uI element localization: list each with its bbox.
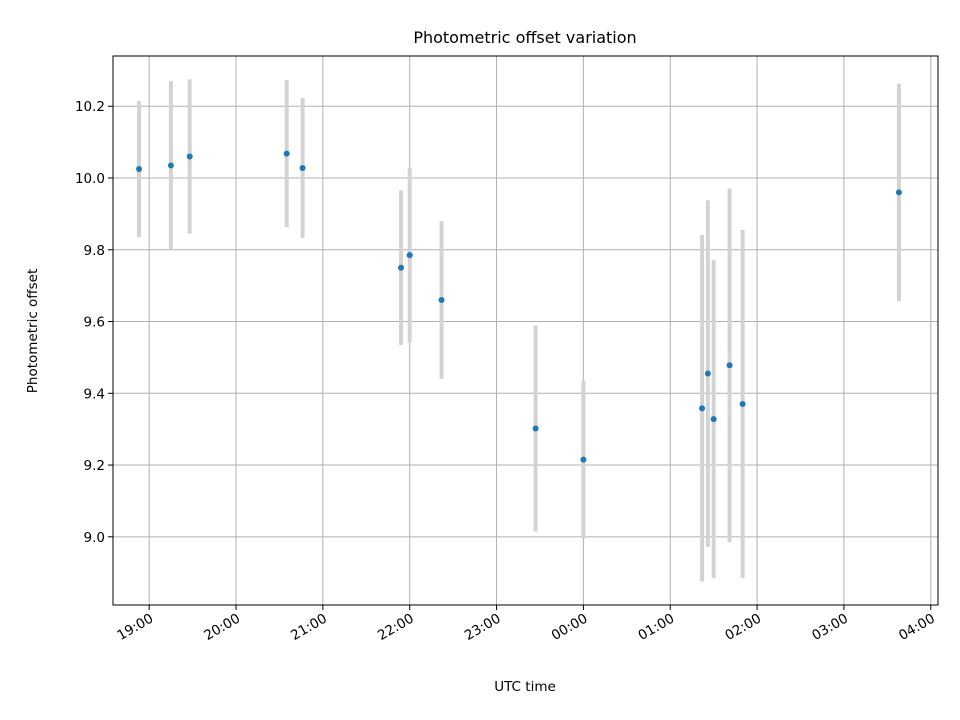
data-point <box>136 166 143 173</box>
y-tick-label: 9.4 <box>84 386 105 402</box>
y-axis-label: Photometric offset <box>25 269 41 393</box>
data-point <box>283 150 290 157</box>
data-point <box>580 456 587 463</box>
marker-layer <box>136 150 902 463</box>
y-tick-label: 9.2 <box>84 458 105 474</box>
plot-frame <box>112 55 939 606</box>
data-point <box>438 297 445 303</box>
data-point <box>704 370 711 377</box>
data-point <box>398 264 405 271</box>
chart-title: Photometric offset variation <box>413 28 636 47</box>
y-tick-label: 10.0 <box>75 171 105 187</box>
grid-layer <box>113 56 938 605</box>
data-point <box>699 405 706 412</box>
data-point <box>895 189 902 196</box>
data-point <box>726 362 733 369</box>
y-tick-label: 9.0 <box>84 530 105 546</box>
data-point <box>739 401 746 408</box>
data-point <box>710 416 717 423</box>
y-tick-label: 9.6 <box>84 315 105 331</box>
data-point <box>299 164 306 171</box>
data-point <box>186 153 193 160</box>
x-axis-label: UTC time <box>494 679 556 695</box>
data-point <box>167 162 174 169</box>
y-tick-layer: 9.0 9.2 9.4 9.6 9.8 10.0 10.2 <box>75 99 113 546</box>
y-tick-label: 9.8 <box>84 243 105 259</box>
data-point <box>532 425 539 432</box>
y-tick-label: 10.2 <box>75 99 105 115</box>
data-point <box>406 252 413 259</box>
